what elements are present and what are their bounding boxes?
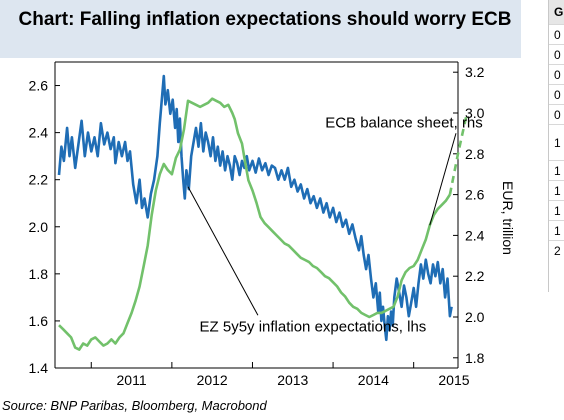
side-table-row: 1	[549, 200, 564, 220]
left-tick-label: 1.4	[29, 360, 49, 376]
source-note: Source: BNP Paribas, Bloomberg, Macrobon…	[2, 398, 267, 413]
inflation-expectations-line	[57, 74, 453, 342]
side-table-row: 0	[549, 64, 564, 84]
right-axis-ticks: 1.8 2.0 2.2 2.4 2.6 2.8 3.0 3.2	[453, 64, 485, 366]
ecb-balance-sheet-projection-line	[448, 116, 468, 195]
inflation-annotation-pointer	[187, 186, 259, 316]
left-tick-label: 2.4	[29, 125, 49, 141]
right-tick-label: 1.8	[465, 350, 485, 366]
side-table-row: 0	[549, 104, 564, 124]
chart-title: Chart: Falling inflation expectations sh…	[18, 9, 512, 30]
x-tick-label: 2015	[438, 372, 469, 388]
right-tick-label: 2.0	[465, 309, 485, 325]
right-tick-label: 2.2	[465, 268, 485, 284]
right-tick-label: 2.8	[465, 146, 485, 162]
side-table-row: 1	[549, 124, 564, 160]
left-tick-label: 2.2	[29, 172, 49, 188]
x-tick-label: 2014	[358, 372, 389, 388]
right-tick-label: 2.4	[465, 227, 485, 243]
right-axis-title: EUR, trillion	[500, 181, 516, 255]
right-tick-label: 3.2	[465, 64, 485, 80]
x-tick-label: 2013	[277, 372, 308, 388]
side-table-row: 1	[549, 160, 564, 180]
ecb-balance-sheet-annotation: ECB balance sheet, rhs	[325, 114, 483, 131]
chart-panel: Chart: Falling inflation expectations sh…	[0, 0, 521, 413]
chart-title-bar: Chart: Falling inflation expectations sh…	[0, 0, 521, 58]
side-table-row: 1	[549, 180, 564, 200]
left-axis-ticks: 1.4 1.6 1.8 2.0 2.2 2.4 2.6	[29, 78, 60, 376]
left-tick-label: 2.0	[29, 219, 49, 235]
right-tick-label: 2.6	[465, 187, 485, 203]
series-layer	[57, 74, 468, 351]
ecb-annotation-pointer	[429, 133, 457, 226]
side-table-row: 0	[549, 24, 564, 44]
annotation-layer: ECB balance sheet, rhs EZ 5y5y inflation …	[187, 114, 483, 335]
ecb-balance-sheet-line	[58, 97, 451, 351]
inflation-expectations-annotation: EZ 5y5y inflation expectations, lhs	[200, 318, 427, 335]
side-table-row: 0	[549, 84, 564, 104]
side-table-header: G	[549, 0, 564, 24]
right-tick-label: 3.0	[465, 105, 485, 121]
left-tick-label: 1.8	[29, 266, 49, 282]
side-table-row: 0	[549, 44, 564, 64]
left-tick-label: 1.6	[29, 313, 49, 329]
x-tick-label: 2012	[197, 372, 228, 388]
x-tick-label: 2011	[117, 372, 147, 388]
side-table-row: 1	[549, 220, 564, 240]
side-table-row: 2	[549, 240, 564, 260]
left-tick-label: 2.6	[29, 78, 49, 94]
chart-svg: 1.4 1.6 1.8 2.0 2.2 2.4 2.6 1.8 2.0 2.2 2.4 2.6 2.8…	[29, 61, 516, 388]
x-axis-ticks: 2011 2012 2013 2014 2015	[90, 362, 470, 388]
